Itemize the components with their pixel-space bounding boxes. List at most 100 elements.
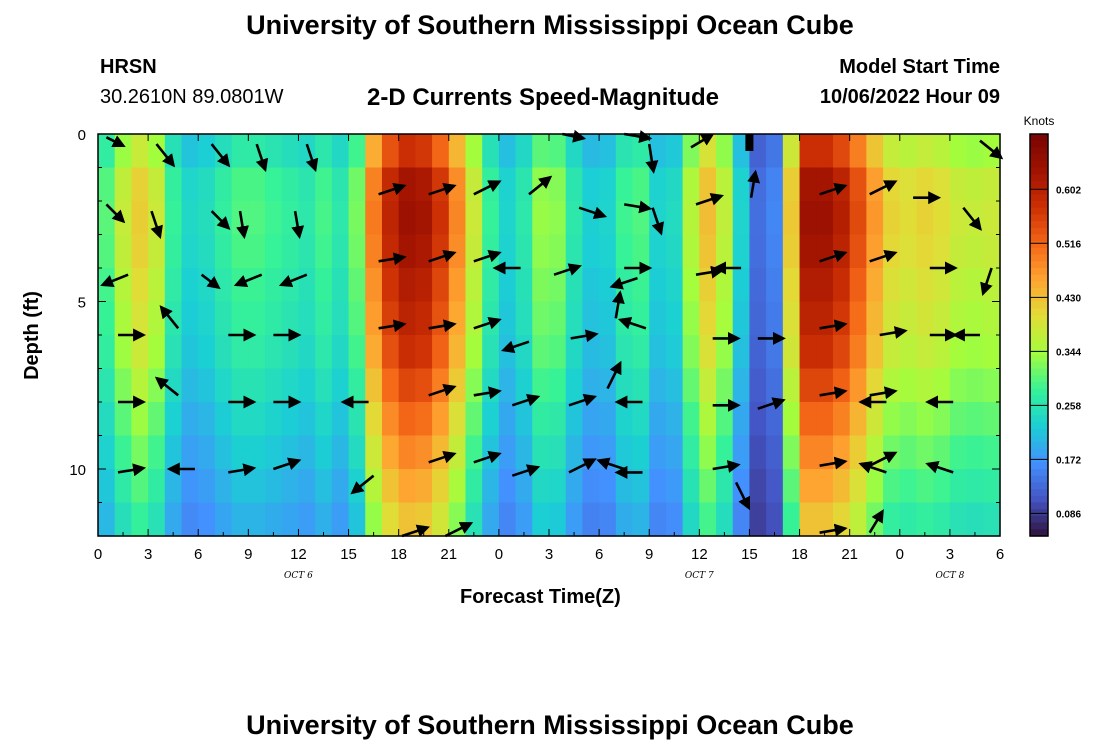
heatmap-cell: [916, 469, 934, 504]
colorbar-segment: [1030, 448, 1048, 457]
heatmap-cell: [398, 368, 416, 403]
heatmap-cell: [949, 134, 968, 169]
heatmap-cell: [315, 268, 333, 303]
colorbar-segment: [1030, 140, 1048, 148]
heatmap-cell: [515, 234, 533, 269]
heatmap-cell: [799, 167, 817, 202]
heatmap-cell: [181, 167, 199, 202]
heatmap-cell: [448, 469, 467, 504]
heatmap-cell: [298, 234, 316, 269]
current-vector: [869, 180, 898, 196]
heatmap-cell: [214, 502, 233, 537]
heatmap-cell: [866, 134, 884, 169]
heatmap-cell: [549, 335, 567, 370]
heatmap-cell: [832, 301, 851, 336]
heatmap-cell: [114, 502, 132, 537]
heatmap-cell: [549, 301, 567, 336]
heatmap-cell: [331, 167, 350, 202]
colorbar-segment: [1030, 274, 1048, 282]
heatmap-cell: [582, 167, 600, 202]
heatmap-cell: [315, 234, 333, 269]
heatmap-cell: [532, 134, 550, 169]
heatmap-cell: [532, 435, 550, 470]
heatmap-cell: [716, 234, 734, 269]
heatmap-cell: [365, 435, 383, 470]
current-vector: [858, 461, 887, 474]
heatmap-cell: [181, 335, 199, 370]
heatmap-cell: [315, 201, 333, 236]
speed-heatmap: [98, 134, 1001, 537]
heatmap-cell: [916, 335, 934, 370]
heatmap-cell: [214, 234, 233, 269]
heatmap-cell: [549, 469, 567, 504]
heatmap-cell: [381, 368, 400, 403]
heatmap-cell: [198, 301, 216, 336]
heatmap-cell: [465, 469, 483, 504]
current-vector: [305, 143, 319, 173]
heatmap-cell: [933, 435, 951, 470]
heatmap-cell: [883, 301, 901, 336]
heatmap-cell: [148, 268, 166, 303]
current-vector: [401, 524, 430, 538]
heatmap-cell: [448, 368, 467, 403]
heatmap-cell: [983, 469, 1001, 504]
heatmap-cell: [615, 469, 634, 504]
colorbar-segment: [1030, 408, 1048, 416]
heatmap-cell: [883, 502, 901, 537]
heatmap-cell: [799, 435, 817, 470]
heatmap-cell: [482, 201, 500, 236]
heatmap-cell: [448, 335, 467, 370]
current-vector: [272, 457, 302, 471]
heatmap-cell: [164, 469, 183, 504]
heatmap-cell: [549, 502, 567, 537]
heatmap-cell: [164, 335, 183, 370]
heatmap-cell: [281, 134, 300, 169]
heatmap-cell: [682, 134, 700, 169]
current-vector: [980, 267, 993, 296]
heatmap-cell: [782, 469, 801, 504]
heatmap-cell: [448, 502, 467, 537]
heatmap-cell: [599, 502, 617, 537]
heatmap-cell: [131, 268, 149, 303]
heatmap-cell: [515, 435, 533, 470]
heatmap-cell: [164, 268, 183, 303]
heatmap-cell: [632, 368, 650, 403]
heatmap-cell: [248, 402, 266, 437]
heatmap-cell: [782, 502, 801, 537]
heatmap-cell: [198, 469, 216, 504]
heatmap-cell: [749, 469, 767, 504]
heatmap-cell: [331, 134, 350, 169]
heatmap-cell: [866, 469, 884, 504]
current-vector: [511, 393, 541, 407]
heatmap-cell: [983, 167, 1001, 202]
heatmap-cell: [398, 268, 416, 303]
heatmap-cell: [699, 335, 717, 370]
heatmap-cell: [265, 167, 283, 202]
colorbar-segment: [1030, 154, 1048, 162]
heatmap-cell: [732, 268, 751, 303]
heatmap-cell: [532, 234, 550, 269]
current-vector: [428, 249, 457, 263]
heatmap-cell: [983, 301, 1001, 336]
heatmap-cell: [532, 335, 550, 370]
heatmap-cell: [365, 301, 383, 336]
current-vector: [210, 143, 231, 168]
colorbar-segment: [1030, 174, 1048, 182]
heatmap-cell: [265, 435, 283, 470]
heatmap-cell: [415, 402, 433, 437]
heatmap-cell: [131, 368, 149, 403]
heatmap-cell: [214, 268, 233, 303]
heatmap-cell: [615, 335, 634, 370]
heatmap-cell: [949, 368, 968, 403]
heatmap-cell: [114, 234, 132, 269]
heatmap-cell: [498, 234, 517, 269]
heatmap-cell: [98, 301, 116, 336]
heatmap-cell: [381, 268, 400, 303]
heatmap-cell: [732, 167, 751, 202]
x-tick-label: 3: [545, 546, 553, 563]
heatmap-cell: [532, 301, 550, 336]
heatmap-cell: [916, 368, 934, 403]
heatmap-cell: [348, 301, 366, 336]
station-name: HRSN: [100, 56, 157, 78]
heatmap-cell: [766, 234, 784, 269]
